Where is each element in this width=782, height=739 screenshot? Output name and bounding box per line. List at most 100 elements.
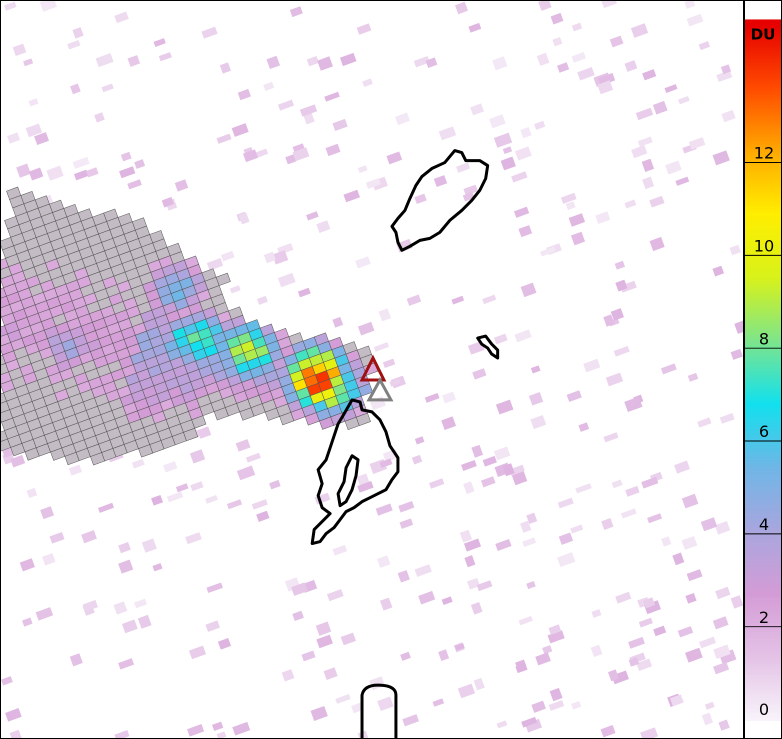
- background-pixel: [438, 649, 450, 661]
- colorbar-segment: [745, 61, 781, 64]
- colorbar-segment: [745, 292, 781, 295]
- colorbar-segment: [745, 201, 781, 204]
- colorbar-segment: [745, 246, 781, 250]
- colorbar-segment: [745, 646, 781, 649]
- colorbar-segment: [745, 180, 781, 183]
- background-pixel: [511, 171, 528, 183]
- colorbar-tick-label: 12: [754, 144, 774, 163]
- background-pixel: [467, 577, 481, 590]
- background-pixel: [269, 479, 281, 490]
- colorbar-segment: [745, 623, 781, 627]
- colorbar-segment: [745, 544, 781, 547]
- background-pixel: [715, 586, 731, 600]
- background-pixel: [101, 83, 114, 93]
- colorbar-segment: [745, 216, 781, 219]
- colorbar-segment: [745, 364, 781, 367]
- background-pixel: [397, 570, 410, 583]
- colorbar-segment: [745, 424, 781, 428]
- background-pixel: [340, 632, 356, 646]
- background-pixel: [73, 169, 89, 181]
- colorbar-segment: [745, 423, 781, 426]
- background-pixel: [493, 132, 513, 148]
- background-pixel: [470, 103, 485, 116]
- volcano-triangle-red: [359, 354, 387, 382]
- background-pixel: [578, 422, 590, 432]
- colorbar-segment: [745, 303, 781, 307]
- background-pixel: [614, 260, 626, 270]
- colorbar-segment: [745, 584, 781, 587]
- background-pixel: [306, 55, 319, 67]
- colorbar-segment: [745, 239, 781, 242]
- colorbar-segment: [745, 155, 781, 159]
- colorbar-segment: [745, 574, 781, 577]
- background-retrievals: [1, 1, 743, 738]
- colorbar-segment: [745, 250, 781, 253]
- background-pixel: [277, 99, 294, 111]
- colorbar-segment: [745, 411, 781, 415]
- colorbar-segment: [745, 30, 781, 34]
- background-pixel: [649, 195, 665, 208]
- colorbar-segment: [745, 356, 781, 360]
- colorbar-segment: [745, 80, 781, 83]
- background-pixel: [583, 358, 601, 373]
- background-pixel: [661, 536, 672, 547]
- colorbar-segment: [745, 49, 781, 53]
- colorbar-segment: [745, 284, 781, 288]
- background-pixel: [379, 458, 393, 469]
- background-pixel: [530, 414, 547, 430]
- colorbar-segment: [745, 692, 781, 695]
- colorbar-segment: [745, 481, 781, 485]
- background-pixel: [428, 478, 445, 489]
- colorbar-segment: [745, 93, 781, 96]
- background-pixel: [212, 721, 224, 732]
- colorbar-segment: [745, 595, 781, 598]
- colorbar-segment: [745, 40, 781, 43]
- background-pixel: [609, 35, 624, 48]
- colorbar-segment: [745, 36, 781, 39]
- colorbar-segment: [745, 426, 781, 430]
- colorbar-segment: [745, 436, 781, 439]
- colorbar-segment: [745, 210, 781, 214]
- background-pixel: [598, 72, 616, 86]
- colorbar-segment: [745, 650, 781, 653]
- colorbar-segment: [745, 332, 781, 335]
- colorbar-segment: [745, 157, 781, 161]
- colorbar-segment: [745, 506, 781, 509]
- colorbar-segment: [745, 313, 781, 316]
- colorbar-segment: [745, 280, 781, 284]
- colorbar-segment: [745, 349, 781, 352]
- colorbar-segment: [745, 87, 781, 91]
- colorbar-segment: [745, 66, 781, 70]
- background-pixel: [684, 1, 696, 9]
- background-pixel: [299, 104, 318, 117]
- colorbar-segment: [745, 369, 781, 373]
- background-pixel: [127, 55, 141, 67]
- colorbar-segment: [745, 441, 781, 445]
- colorbar-segment: [745, 415, 781, 418]
- colorbar-segment: [745, 358, 781, 361]
- colorbar-segment: [745, 150, 781, 153]
- colorbar-segment: [745, 301, 781, 305]
- colorbar-segment: [745, 498, 781, 502]
- colorbar-segment: [745, 244, 781, 248]
- colorbar-segment: [745, 316, 781, 320]
- background-pixel: [152, 563, 163, 572]
- colorbar-segment: [745, 434, 781, 437]
- background-pixel: [433, 175, 448, 188]
- colorbar-segment: [745, 148, 781, 151]
- colorbar-segment: [745, 629, 781, 632]
- background-pixel: [624, 199, 637, 209]
- coastline-inner-inlet: [336, 454, 360, 508]
- colorbar-segment: [745, 407, 781, 411]
- background-pixel: [566, 390, 582, 402]
- colorbar-segment: [745, 178, 781, 181]
- background-pixel: [492, 56, 508, 71]
- colorbar-segment: [745, 557, 781, 560]
- colorbar-segment: [745, 631, 781, 634]
- background-pixel: [418, 590, 436, 605]
- background-pixel: [373, 342, 389, 352]
- colorbar-segment: [745, 267, 781, 271]
- colorbar-segment: [745, 682, 781, 685]
- background-pixel: [369, 676, 385, 691]
- colorbar-segment: [745, 123, 781, 127]
